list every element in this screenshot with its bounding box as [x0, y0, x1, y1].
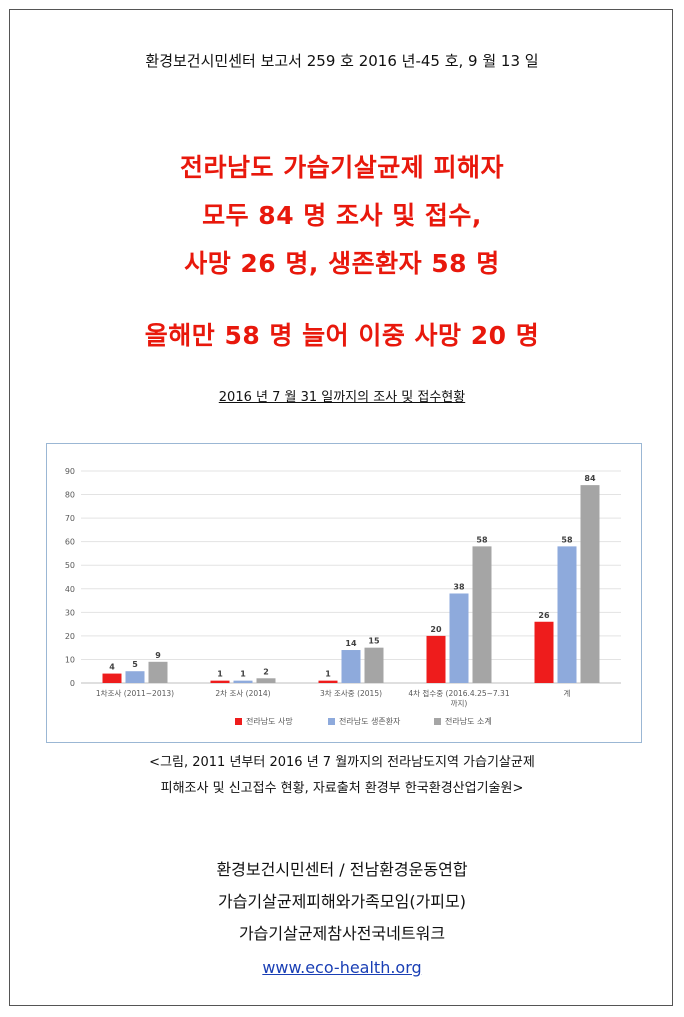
bar-1-5: [534, 621, 554, 683]
data-label: 5: [132, 660, 138, 669]
data-label: 26: [538, 611, 550, 620]
bar-1-4: [426, 635, 446, 683]
y-tick-label: 20: [65, 632, 75, 641]
y-tick-label: 70: [65, 514, 75, 523]
bar-3-3: [364, 647, 384, 683]
x-tick-label: 2차 조사 (2014): [215, 689, 270, 698]
y-tick-label: 80: [65, 491, 75, 500]
data-label: 1: [240, 670, 246, 679]
headline-line-4: 올해만 58 명 늘어 이중 사망 20 명: [144, 321, 540, 350]
bar-1-2: [210, 680, 230, 683]
y-tick-label: 10: [65, 655, 75, 664]
data-label: 4: [109, 663, 115, 672]
y-tick-label: 30: [65, 608, 75, 617]
bar-chart-svg: 0 10 20 30 40 50 60 70 80 90 4 5 9 1차조사 (2011~2013) 1 1…: [65, 467, 621, 726]
data-label: 2: [263, 667, 269, 676]
legend-label-3: 전라남도 소계: [445, 716, 492, 726]
bar-chart: 0 10 20 30 40 50 60 70 80 90 4 5 9 1차조사 (2011~2013) 1 1…: [46, 443, 642, 743]
page-frame: [9, 9, 673, 1006]
legend-label-1: 전라남도 사망: [246, 716, 293, 726]
data-label: 20: [430, 625, 442, 634]
data-label: 14: [345, 639, 357, 648]
y-tick-label: 40: [65, 585, 75, 594]
legend-swatch-1: [235, 718, 242, 725]
data-label: 1: [325, 670, 331, 679]
x-tick-label: 계: [564, 688, 571, 698]
bar-3-4: [472, 546, 492, 683]
bar-2-4: [449, 593, 469, 683]
website-link[interactable]: www.eco-health.org: [262, 958, 422, 977]
caption-line-1: <그림, 2011 년부터 2016 년 7 월까지의 전라남도지역 가습기살균…: [149, 755, 535, 770]
headline-line-3: 사망 26 명, 생존환자 58 명: [184, 249, 500, 278]
data-label: 38: [453, 582, 465, 591]
y-tick-label: 50: [65, 561, 75, 570]
x-tick-label: 3차 조사중 (2015): [320, 689, 382, 698]
headline-line-1: 전라남도 가습기살균제 피해자: [180, 153, 504, 182]
x-tick-label: 4차 접수중 (2016.4.25~7.31: [408, 689, 509, 698]
report-header: 환경보건시민센터 보고서 259 호 2016 년-45 호, 9 월 13 일: [145, 52, 539, 70]
bar-3-1: [148, 661, 168, 683]
website-link-wrap: www.eco-health.org: [0, 958, 684, 977]
legend-swatch-2: [328, 718, 335, 725]
data-label: 58: [476, 535, 488, 544]
y-tick-label: 90: [65, 467, 75, 476]
y-tick-label: 60: [65, 538, 75, 547]
bar-3-2: [256, 678, 276, 683]
x-tick-label: 1차조사 (2011~2013): [96, 689, 174, 698]
bar-3-5: [580, 485, 600, 683]
bar-2-5: [557, 546, 577, 683]
data-label: 15: [368, 637, 380, 646]
chart-subhead-text: 2016 년 7 월 31 일까지의 조사 및 접수현황: [218, 390, 466, 405]
bar-2-1: [125, 671, 145, 683]
data-label: 9: [155, 651, 161, 660]
chart-subhead: 2016 년 7 월 31 일까지의 조사 및 접수현황: [0, 386, 684, 405]
data-label: 1: [217, 670, 223, 679]
legend-swatch-3: [434, 718, 441, 725]
bar-1-3: [318, 680, 338, 683]
footer-org-3: 가습기살균제참사전국네트워크: [238, 924, 446, 943]
caption-line-2: 피해조사 및 신고접수 현황, 자료출처 환경부 한국환경산업기술원>: [160, 781, 524, 796]
data-label: 84: [584, 474, 596, 483]
x-tick-label: 까지): [451, 699, 468, 708]
bar-2-2: [233, 680, 253, 683]
legend-label-2: 전라남도 생존환자: [339, 716, 401, 726]
bar-2-3: [341, 650, 361, 683]
footer-org-2: 가습기살균제피해와가족모임(가피모): [217, 892, 466, 911]
y-tick-label: 0: [70, 679, 75, 688]
bar-1-1: [102, 673, 122, 683]
footer-org-1: 환경보건시민센터 / 전남환경운동연합: [216, 860, 468, 879]
headline-line-2: 모두 84 명 조사 및 접수,: [202, 201, 482, 230]
data-label: 58: [561, 535, 573, 544]
